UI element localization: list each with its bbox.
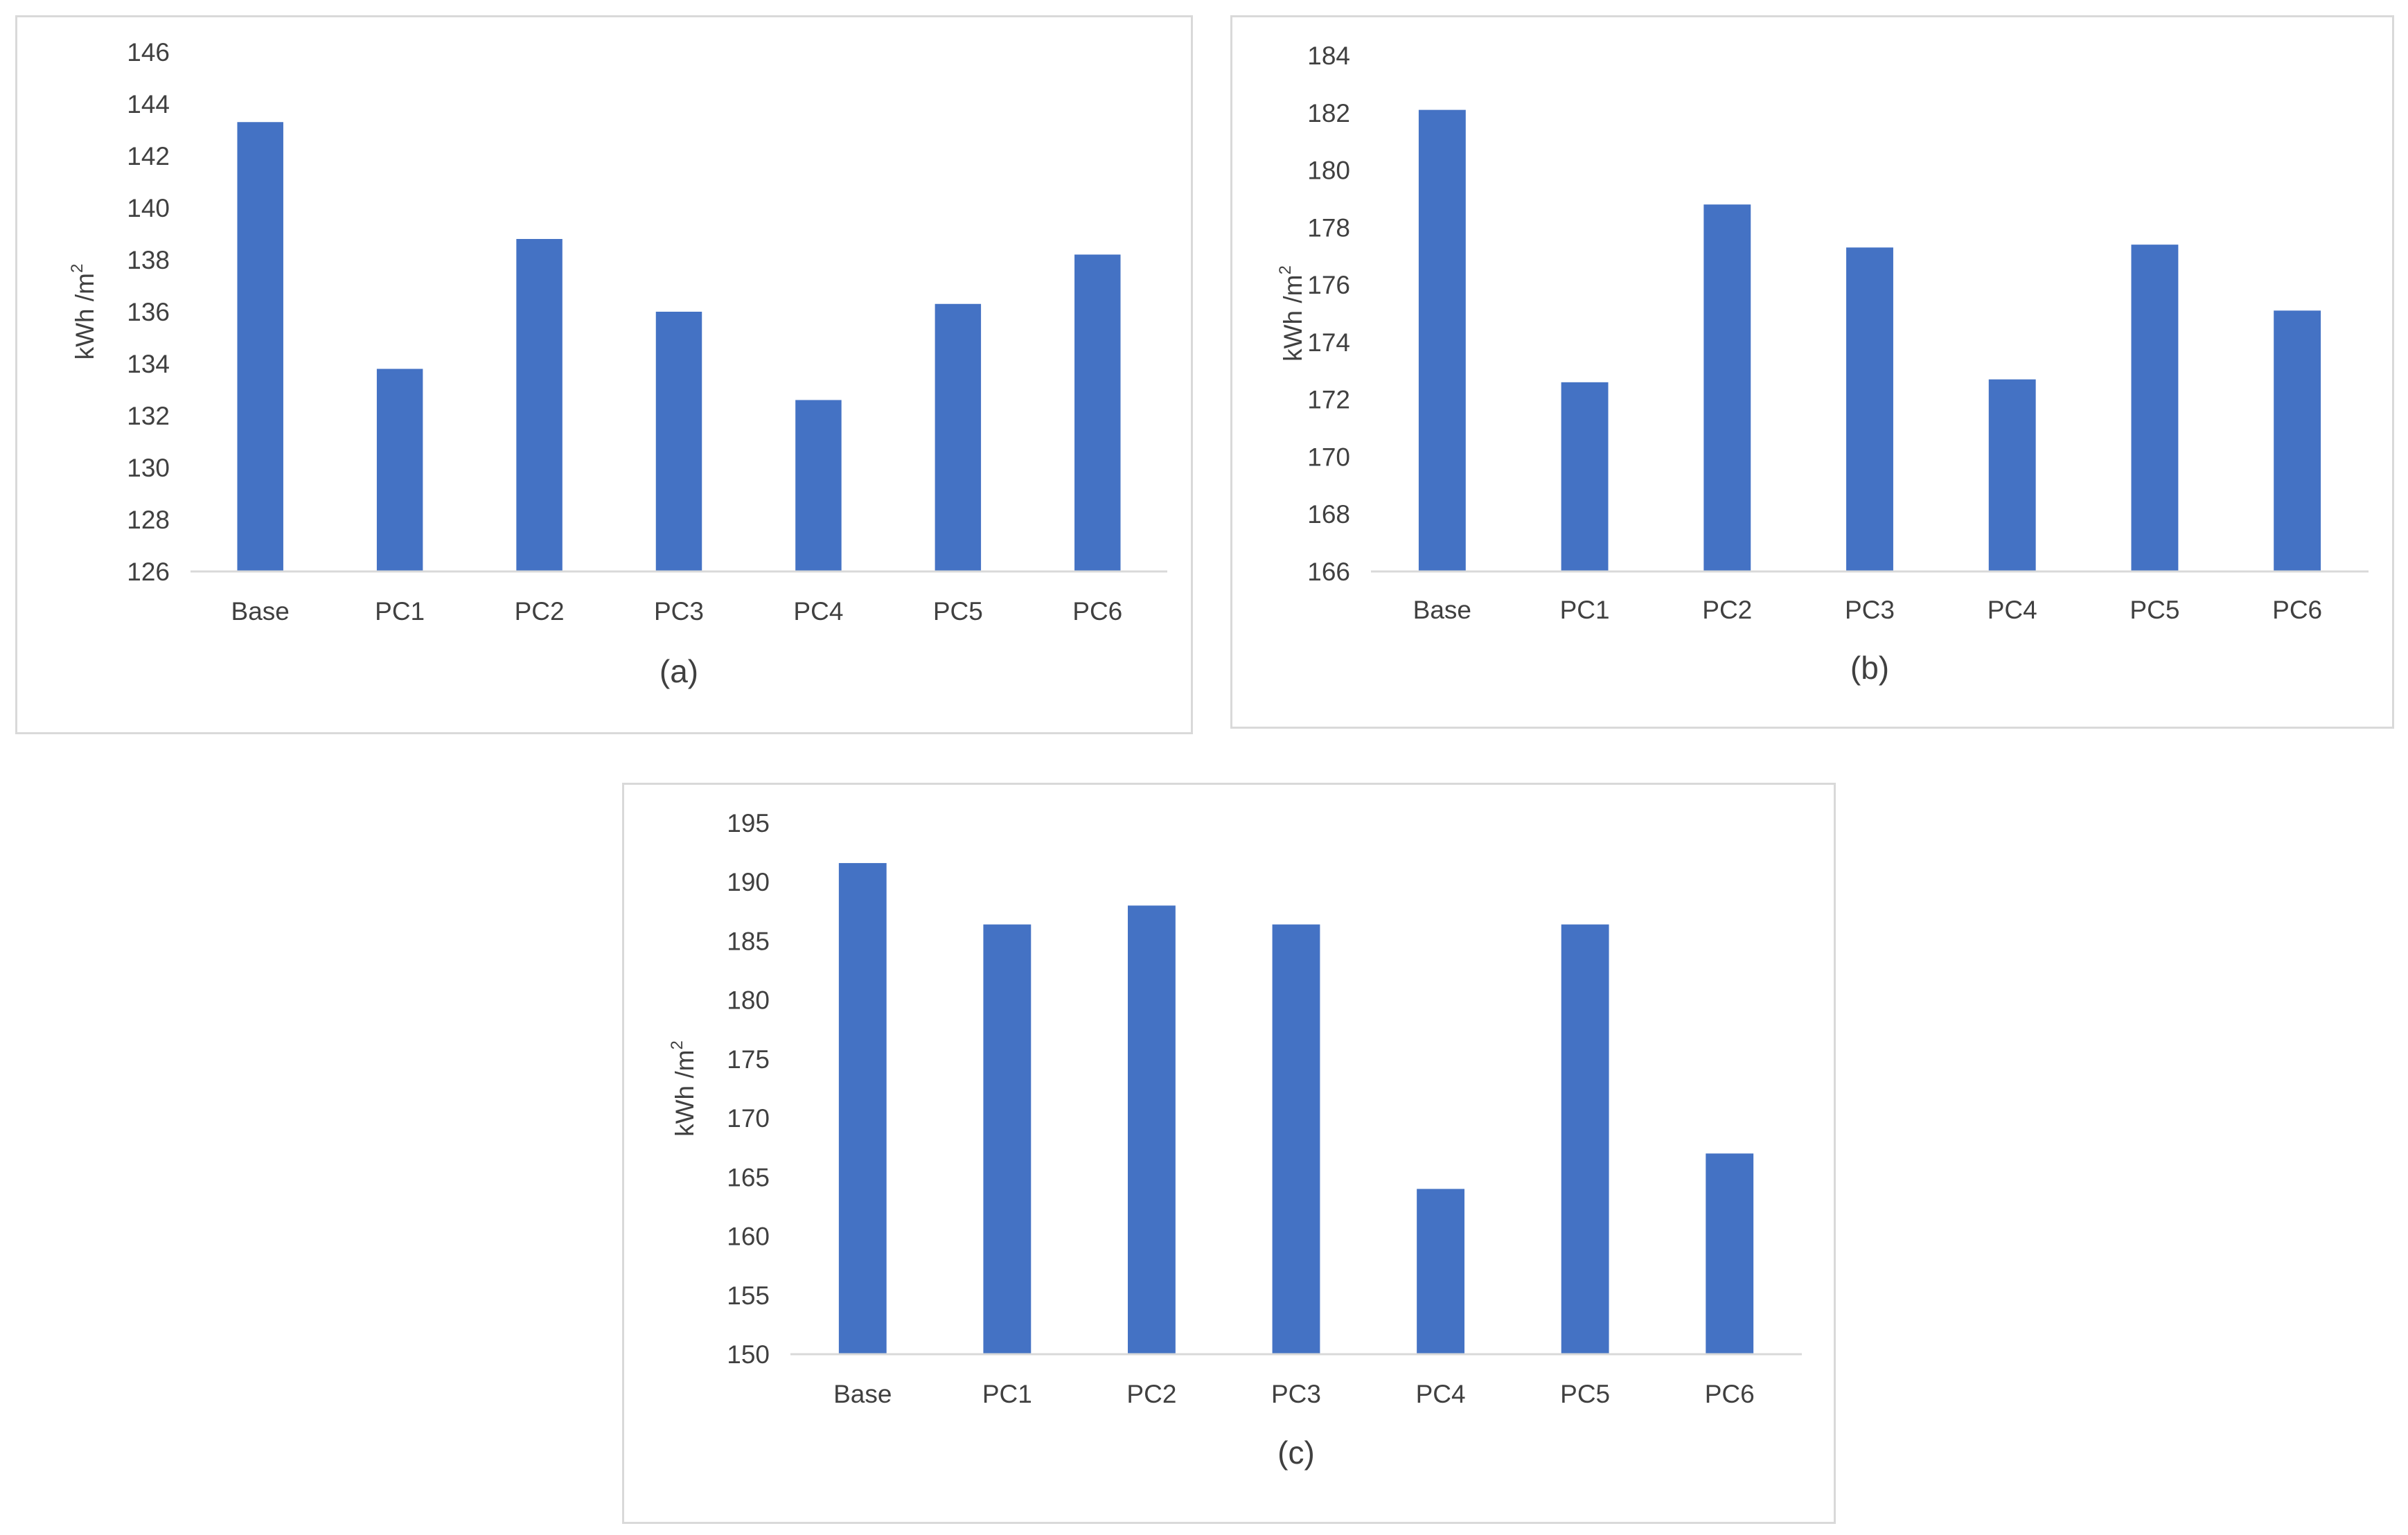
category-label: PC5	[2130, 596, 2179, 624]
y-tick-label: 166	[1307, 558, 1350, 586]
category-label: PC1	[375, 597, 425, 625]
category-label: Base	[1413, 596, 1471, 624]
bar-pc3	[1846, 247, 1893, 571]
bar-pc4	[1988, 379, 2036, 571]
y-axis-title: kWh /m2	[68, 264, 99, 360]
y-tick-label: 126	[127, 558, 170, 586]
y-tick-label: 176	[1307, 271, 1350, 299]
y-tick-label: 165	[727, 1163, 770, 1191]
y-tick-label: 136	[127, 298, 170, 326]
category-label: PC4	[1988, 596, 2037, 624]
bar-pc2	[1703, 204, 1751, 571]
category-label: PC3	[1845, 596, 1895, 624]
category-label: PC3	[1271, 1380, 1321, 1408]
y-tick-label: 182	[1307, 99, 1350, 127]
y-axis-title-text: kWh /m	[671, 1049, 699, 1136]
category-label: PC1	[1560, 596, 1610, 624]
y-axis-title: kWh /m2	[1276, 265, 1307, 362]
category-label: PC2	[515, 597, 565, 625]
y-tick-label: 132	[127, 402, 170, 430]
category-label: PC4	[1416, 1380, 1466, 1408]
bar-chart-c: 150 155 160 165 170 175 180 185 190 195 Base PC1 PC2…	[668, 809, 1802, 1471]
chart-caption: (c)	[1277, 1435, 1315, 1471]
category-label: Base	[231, 597, 290, 625]
y-tick-label: 170	[1307, 443, 1350, 471]
y-tick-label: 170	[727, 1104, 770, 1133]
bar-pc3	[1272, 924, 1320, 1354]
category-label: PC5	[1560, 1380, 1610, 1408]
chart-caption: (a)	[659, 653, 698, 689]
y-tick-label: 172	[1307, 386, 1350, 414]
y-tick-label: 160	[727, 1223, 770, 1251]
bar-base	[838, 862, 887, 1354]
category-label: PC4	[793, 597, 843, 625]
y-axis-title-superscript: 2	[68, 264, 87, 273]
y-axis-title-text: kWh /m	[71, 273, 99, 360]
bar-pc1	[983, 924, 1032, 1354]
bar-pc6	[1706, 1153, 1754, 1354]
y-tick-label: 142	[127, 142, 170, 170]
category-label: PC6	[2272, 596, 2322, 624]
bar-pc5	[2131, 245, 2179, 571]
bar-pc2	[516, 239, 563, 571]
y-tick-label: 180	[727, 986, 770, 1015]
bar-pc1	[1561, 382, 1609, 571]
y-tick-label: 190	[727, 868, 770, 896]
y-tick-label: 130	[127, 454, 170, 482]
chart-panel-b: 166 168 170 172 174 176 178 180 182 184 Base PC1 PC2…	[1230, 15, 2394, 729]
y-tick-label: 144	[127, 90, 170, 118]
y-axis-title: kWh /m2	[668, 1040, 699, 1137]
y-tick-label: 175	[727, 1045, 770, 1074]
bar-pc1	[376, 369, 423, 571]
y-tick-label: 155	[727, 1281, 770, 1310]
bar-chart-b: 166 168 170 172 174 176 178 180 182 184 Base PC1 PC2…	[1276, 42, 2369, 686]
y-tick-label: 185	[727, 927, 770, 955]
bar-pc5	[935, 303, 982, 571]
bar-pc6	[2274, 310, 2321, 571]
y-axis-title-superscript: 2	[668, 1040, 687, 1049]
y-tick-label: 146	[127, 38, 170, 66]
chart-caption: (b)	[1850, 650, 1889, 686]
y-tick-label: 138	[127, 246, 170, 274]
bar-base	[1418, 109, 1466, 571]
bar-chart-a: 126 128 130 132 134 136 138 140 142 144 146 Base PC1…	[68, 38, 1167, 689]
y-tick-label: 184	[1307, 42, 1350, 70]
bar-base	[237, 122, 283, 571]
y-tick-label: 128	[127, 506, 170, 534]
y-axis-title-superscript: 2	[1276, 265, 1295, 274]
y-tick-label: 140	[127, 194, 170, 222]
bar-pc5	[1561, 924, 1609, 1354]
y-tick-label: 178	[1307, 213, 1350, 242]
category-label: PC6	[1705, 1380, 1755, 1408]
y-axis-title-text: kWh /m	[1279, 274, 1307, 361]
chart-panel-a: 126 128 130 132 134 136 138 140 142 144 146 Base PC1…	[15, 15, 1193, 734]
category-label: PC5	[933, 597, 983, 625]
y-tick-label: 134	[127, 350, 170, 378]
y-tick-label: 168	[1307, 500, 1350, 529]
category-label: PC2	[1126, 1380, 1176, 1408]
category-label: Base	[833, 1380, 892, 1408]
bar-pc4	[795, 400, 842, 571]
category-label: PC2	[1702, 596, 1752, 624]
bar-pc6	[1074, 254, 1121, 571]
bar-pc4	[1417, 1189, 1464, 1354]
y-tick-label: 180	[1307, 157, 1350, 185]
y-tick-label: 150	[727, 1340, 770, 1369]
y-tick-label: 174	[1307, 328, 1350, 357]
y-tick-label: 195	[727, 809, 770, 837]
category-label: PC6	[1072, 597, 1122, 625]
bar-pc3	[655, 312, 702, 571]
category-label: PC1	[982, 1380, 1032, 1408]
bar-pc2	[1128, 905, 1176, 1354]
category-label: PC3	[654, 597, 704, 625]
chart-panel-c: 150 155 160 165 170 175 180 185 190 195 Base PC1 PC2…	[622, 783, 1836, 1524]
